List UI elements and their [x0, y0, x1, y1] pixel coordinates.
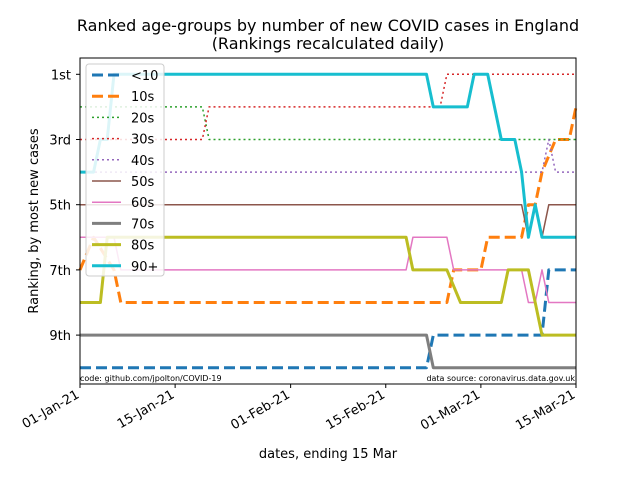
- chart-title-line-2: (Rankings recalculated daily): [212, 34, 445, 53]
- x-tick-label-1: 15-Jan-21: [115, 387, 177, 432]
- chart-title-line-1: Ranked age-groups by number of new COVID…: [77, 16, 579, 35]
- legend-label-2: 20s: [131, 111, 155, 126]
- series-line-4: [80, 138, 576, 173]
- legend-label-5: 50s: [131, 175, 155, 190]
- x-axis-label: dates, ending 15 Mar: [259, 447, 398, 462]
- footnote-code: code: github.com/jpolton/COVID-19: [80, 374, 222, 383]
- legend: <10 10s 20s 30s 40s 50s 60s 70s 80s 90+: [85, 63, 165, 277]
- x-axis-ticks: 01-Jan-21 15-Jan-21 01-Feb-21 15-Feb-21 01-M…: [20, 384, 578, 434]
- y-tick-label-2: 5th: [49, 199, 71, 214]
- legend-label-4: 40s: [131, 154, 155, 169]
- legend-label-9: 90+: [131, 260, 158, 275]
- series-line-0: [80, 268, 576, 370]
- legend-label-7: 70s: [131, 217, 155, 232]
- legend-label-0: <10: [131, 69, 158, 84]
- y-axis-ticks: 1st 3rd 5th 7th 9th: [49, 68, 80, 344]
- x-tick-label-5: 15-Mar-21: [513, 387, 578, 433]
- y-tick-label-3: 7th: [49, 264, 71, 279]
- y-tick-label-0: 1st: [51, 68, 71, 83]
- legend-label-1: 10s: [131, 90, 155, 105]
- y-tick-label-4: 9th: [49, 329, 71, 344]
- plot-frame: [79, 57, 577, 385]
- footnote-source: data source: coronavirus.data.gov.uk: [426, 374, 575, 383]
- series-line-7: [80, 333, 576, 370]
- y-tick-label-1: 3rd: [49, 134, 71, 149]
- x-tick-label-0: 01-Jan-21: [20, 387, 82, 432]
- legend-label-3: 30s: [131, 133, 155, 148]
- y-axis-label: Ranking, by most new cases: [27, 128, 42, 313]
- x-tick-label-2: 01-Feb-21: [228, 387, 292, 433]
- legend-label-8: 80s: [131, 239, 155, 254]
- legend-label-6: 60s: [131, 196, 155, 211]
- x-tick-label-4: 01-Mar-21: [418, 387, 483, 433]
- x-tick-label-3: 15-Feb-21: [324, 387, 388, 433]
- series-line-3: [80, 73, 576, 141]
